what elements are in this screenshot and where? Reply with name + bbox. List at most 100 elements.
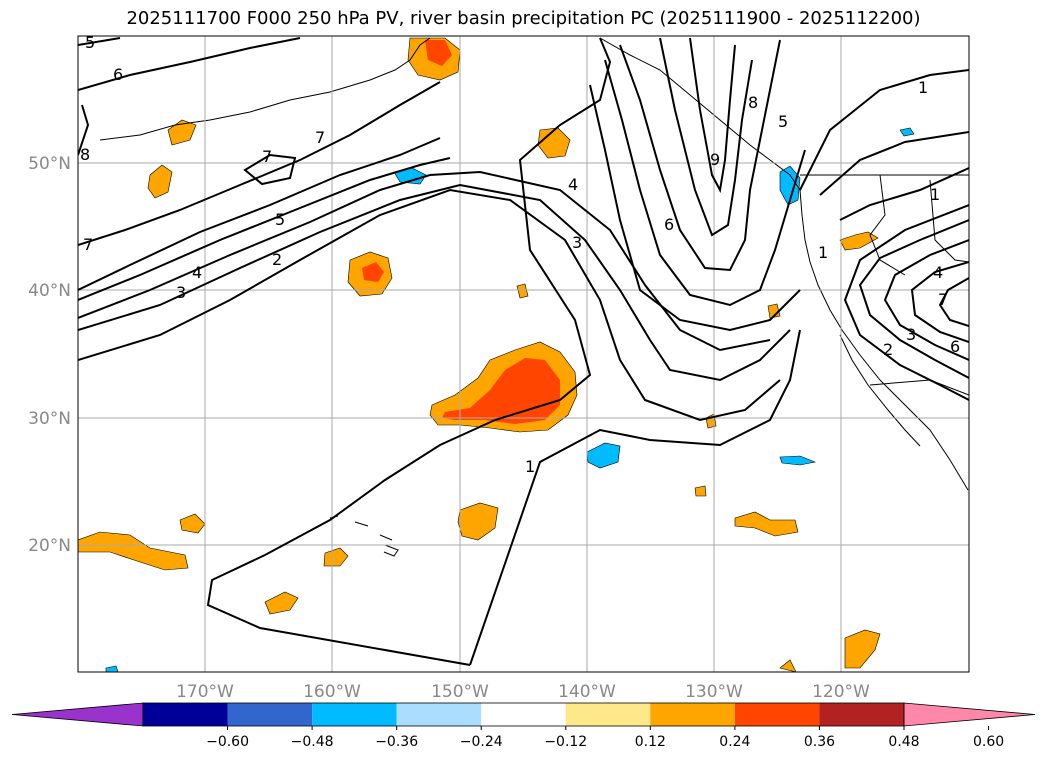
lon-tick-label: 160°W [303, 682, 361, 702]
lat-tick-labels: 50°N 40°N 30°N 20°N [28, 154, 71, 556]
colorbar-outline [142, 702, 905, 727]
contour-label: 7 [262, 147, 272, 166]
colorbar-tick-label: 0.12 [635, 734, 666, 750]
precip-patch-west [147, 164, 173, 199]
colorbar-tick-label: 0.60 [973, 734, 1004, 750]
precip-shading [78, 37, 915, 672]
ridge-east-1 [799, 69, 969, 191]
trough-2 [604, 59, 806, 307]
contour-label: 1 [525, 457, 535, 476]
precip-patch-wnw [167, 119, 197, 146]
neg-patch-6 [105, 665, 119, 672]
contour-label: 7 [315, 128, 325, 147]
precip-patch-tiny4 [694, 485, 707, 497]
contour-label: 8 [80, 145, 90, 164]
lon-tick-label: 150°W [431, 682, 489, 702]
colorbar-labels: −0.60 −0.48 −0.36 −0.24 −0.12 0.12 0.24 0.36 0.4… [206, 726, 1004, 750]
precip-core-central [442, 358, 560, 424]
contour-3 [78, 183, 791, 382]
contour-label: 4 [568, 175, 578, 194]
us-west-coast [799, 189, 969, 491]
contour-1 [206, 37, 612, 666]
neg-patch-5 [899, 127, 915, 137]
contour-label: 2 [883, 340, 893, 359]
precip-patch-south [457, 502, 499, 541]
precip-patch-hawaii [323, 547, 349, 567]
lat-tick-label: 50°N [28, 154, 71, 174]
low-5 [843, 204, 969, 401]
colorbar-tick-label: −0.12 [544, 734, 587, 750]
contour-6 [78, 137, 441, 291]
alaska-coast [99, 37, 431, 141]
neg-patch-1 [586, 442, 621, 469]
precip-patch-tiny5 [779, 659, 797, 672]
contour-label: 8 [748, 93, 758, 112]
baja [839, 334, 921, 447]
colorbar-segment [227, 703, 313, 726]
contour-8 [78, 104, 90, 156]
colorbar [11, 702, 1036, 727]
contour-label: 5 [275, 210, 285, 229]
colorbar-tick-label: −0.48 [291, 734, 334, 750]
contour-label: 7 [83, 235, 93, 254]
lon-tick-label: 130°W [685, 682, 743, 702]
colorbar-segment [481, 703, 566, 726]
contour-label: 9 [710, 150, 720, 169]
precip-patch-dateline [78, 531, 189, 571]
contour-1b [469, 329, 801, 666]
gridlines [78, 36, 969, 672]
contour-label: 6 [950, 337, 960, 356]
map-panel: 5 6 7 7 8 7 5 4 3 2 3 4 1 6 8 9 5 1 1 4 … [78, 33, 969, 672]
contour-label: 6 [113, 65, 123, 84]
contour-label: 5 [85, 33, 95, 52]
contour-6b [78, 37, 301, 91]
ridge-east-2 [819, 131, 969, 196]
low-3 [910, 261, 969, 343]
pv-contours [78, 37, 969, 666]
contour-5 [78, 157, 451, 301]
lon-tick-label: 140°W [558, 682, 616, 702]
trough-5 [689, 37, 736, 194]
colorbar-segment [819, 703, 904, 726]
lon-tick-label: 120°W [812, 682, 870, 702]
precip-patch-tiny1 [516, 283, 529, 299]
page-title: 2025111700 F000 250 hPa PV, river basin … [126, 8, 921, 29]
colorbar-tick-label: −0.24 [460, 734, 503, 750]
precip-patch-small1 [179, 513, 206, 534]
contour-2 [78, 188, 781, 422]
colorbar-segment [312, 703, 397, 726]
colorbar-tick-label: 0.36 [804, 734, 835, 750]
colorbar-tick-label: 0.48 [888, 734, 919, 750]
precip-patch-tiny3 [767, 303, 781, 319]
colorbar-tick-label: −0.60 [206, 734, 249, 750]
contour-5b [78, 37, 121, 46]
contour-label: 1 [818, 243, 828, 262]
contour-label: 6 [664, 215, 674, 234]
contour-label: 2 [272, 250, 282, 269]
lon-tick-labels: 170°W 160°W 150°W 140°W 130°W 120°W [176, 682, 870, 702]
contour-label: 3 [176, 283, 186, 302]
colorbar-segment [143, 703, 228, 726]
colorbar-segment [650, 703, 735, 726]
colorbar-segment [396, 703, 482, 726]
contour-label: 3 [906, 325, 916, 344]
contour-label: 1 [918, 78, 928, 97]
trough-1 [619, 39, 781, 272]
contour-label: 3 [572, 233, 582, 252]
precip-patch-east1 [734, 511, 799, 537]
contour-7b [243, 153, 297, 186]
precip-patch-ca [839, 231, 879, 251]
precip-patch-sw [264, 591, 299, 615]
map-frame [77, 35, 970, 673]
lat-tick-label: 30°N [28, 409, 71, 429]
contour-label: 1 [930, 185, 940, 204]
neg-patch-4 [779, 165, 801, 206]
colorbar-segment [734, 703, 820, 726]
colorbar-tick-label: −0.36 [375, 734, 418, 750]
bc-coast [599, 37, 801, 191]
precip-patch-east2 [844, 629, 881, 669]
precip-core-north [362, 262, 384, 282]
contour-labels: 5 6 7 7 8 7 5 4 3 2 3 4 1 6 8 9 5 1 1 4 … [80, 33, 960, 476]
colorbar-tick-label: 0.24 [719, 734, 750, 750]
colorbar-extend-max [903, 702, 1036, 727]
